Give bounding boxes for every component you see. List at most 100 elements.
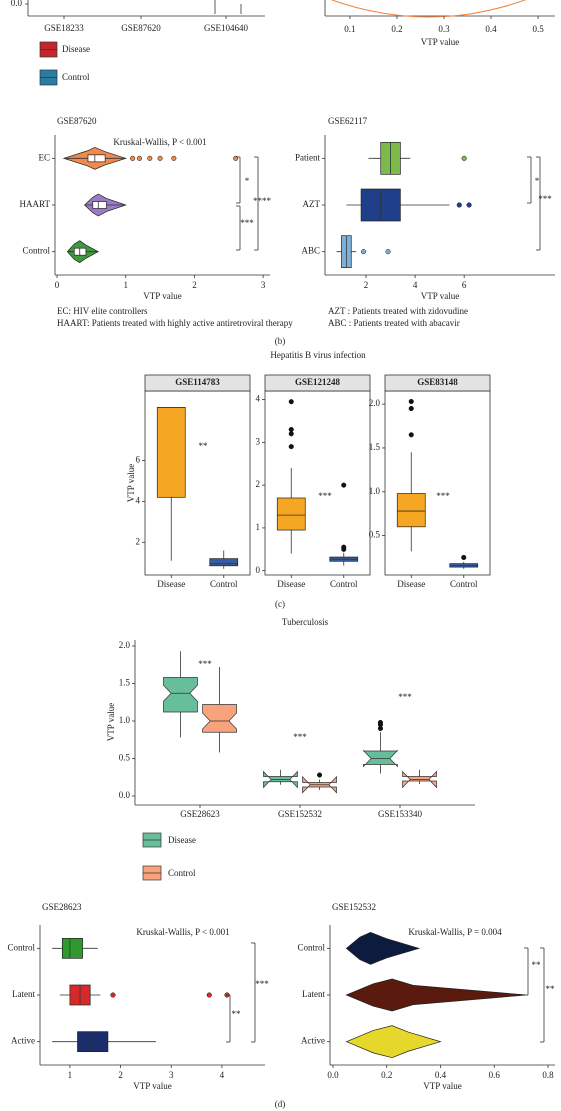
outlier [408, 398, 414, 405]
x-tick-label: GSE28623 [180, 809, 220, 819]
violin [345, 1025, 442, 1059]
significance: ** [532, 960, 542, 970]
significance: *** [255, 979, 269, 989]
x-tick-label: 3 [261, 280, 266, 290]
legend-label: Control [62, 72, 90, 82]
outlier [377, 719, 384, 726]
chart-title: Tuberculosis [282, 617, 329, 627]
x-tick-label: Disease [277, 579, 305, 589]
x-tick-label: 0.6 [489, 1070, 501, 1080]
y-tick-label: Control [22, 246, 50, 256]
outlier [288, 431, 294, 437]
x-tick-label: GSE152532 [278, 809, 322, 819]
x-tick-label: 4 [413, 280, 418, 290]
significance: *** [398, 692, 412, 702]
y-tick-label: 4 [136, 495, 141, 505]
x-tick-label: GSE153340 [378, 809, 423, 819]
x-tick-label: 2 [192, 280, 197, 290]
x-axis-label: VTP value [143, 291, 181, 301]
legend-label: Disease [62, 44, 90, 54]
y-tick-label: 1.0 [369, 486, 381, 496]
violin [345, 978, 527, 1012]
x-tick-label: 3 [169, 1070, 174, 1080]
outlier [288, 426, 294, 433]
y-tick-label: AZT [303, 199, 321, 209]
y-tick-label: HAART [20, 199, 51, 209]
x-tick-label: 0.2 [391, 24, 402, 34]
y-tick-label: 4 [256, 394, 261, 404]
violin [345, 931, 421, 965]
outlier [136, 155, 143, 161]
x-tick-label: Control [450, 579, 478, 589]
x-tick-label: Disease [397, 579, 425, 589]
y-axis-label: VTP value [126, 464, 136, 502]
x-axis-label: VTP value [421, 37, 459, 47]
y-tick-label: Active [301, 1036, 325, 1046]
chart-title: GSE62117 [328, 116, 368, 126]
y-tick-label: 0.0 [119, 790, 131, 800]
box [77, 1031, 109, 1053]
significance: *** [436, 491, 450, 501]
x-tick-label: 1 [124, 280, 129, 290]
x-tick-label: GSE18233 [44, 23, 84, 33]
y-tick-label: 1.0 [119, 715, 131, 725]
y-tick-label: 2 [256, 479, 261, 489]
facet-title: GSE83148 [417, 377, 458, 387]
x-tick-label: 0.0 [327, 1070, 339, 1080]
outlier [408, 405, 414, 412]
x-axis-label: VTP value [421, 291, 459, 301]
x-axis-label: VTP value [133, 1081, 171, 1091]
x-tick-label: 0.8 [542, 1070, 554, 1080]
footnote: EC: HIV elite controllers [57, 306, 148, 316]
y-tick-label: 1 [256, 522, 261, 532]
box [92, 201, 107, 209]
footnote: AZT : Patients treated with zidovudine [328, 306, 468, 316]
box [61, 937, 83, 959]
y-tick-label: 0.5 [119, 753, 131, 763]
outlier [341, 544, 347, 550]
facet-strip [144, 374, 251, 392]
x-tick-label: 0.3 [438, 24, 450, 34]
y-tick-label: 2 [136, 536, 141, 546]
y-tick-label: 3 [256, 436, 261, 446]
significance: **** [253, 196, 272, 206]
facet-strip [384, 374, 491, 392]
annotation: Kruskal-Wallis, P < 0.001 [136, 927, 229, 937]
outlier [461, 155, 467, 161]
x-tick-label: 2 [364, 280, 369, 290]
y-tick-label: 2.0 [369, 398, 381, 408]
panel-frame [384, 390, 491, 576]
y-tick-label: EC [38, 152, 50, 162]
x-tick-label: 0.1 [344, 24, 355, 34]
panel-label: (d) [275, 1099, 286, 1109]
outlier [147, 155, 153, 161]
y-tick-label: Active [11, 1036, 35, 1046]
box [87, 154, 106, 163]
panel-frame [264, 390, 371, 576]
y-tick-label: 0.0 [11, 0, 23, 8]
outlier [130, 155, 136, 161]
chart-title: GSE152532 [332, 902, 376, 912]
legend-label: Disease [168, 835, 196, 845]
y-axis-label: VTP value [106, 703, 116, 741]
outlier [317, 772, 323, 778]
x-tick-label: 0.5 [532, 24, 544, 34]
outlier [288, 444, 294, 450]
box [156, 407, 186, 498]
x-tick-label: GSE87620 [121, 23, 161, 33]
legend-label: Control [168, 868, 196, 878]
significance: *** [198, 659, 212, 669]
y-tick-label: 2.0 [119, 640, 131, 650]
box [209, 558, 239, 567]
x-tick-label: 0.4 [435, 1070, 447, 1080]
outlier [171, 155, 177, 161]
significance: ** [546, 984, 556, 994]
significance: * [535, 176, 540, 186]
significance: ** [199, 441, 209, 451]
annotation: Kruskal-Wallis, P = 0.004 [408, 927, 502, 937]
outlier [360, 249, 367, 255]
outlier [461, 554, 467, 561]
box [276, 497, 306, 531]
x-tick-label: 6 [462, 280, 467, 290]
chart-title: GSE28623 [42, 902, 82, 912]
